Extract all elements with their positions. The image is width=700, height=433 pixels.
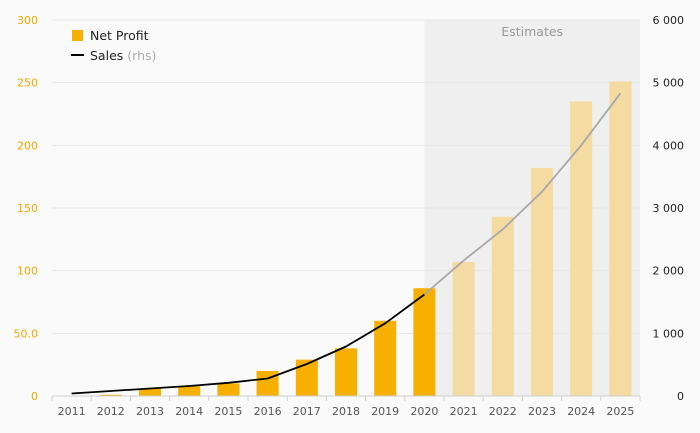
legend-swatch-net-profit [72, 30, 83, 41]
bar-2012 [99, 394, 122, 396]
x-tick-label-2019: 2019 [371, 405, 399, 418]
left-tick-label-0: 0 [31, 390, 38, 403]
right-tick-label-6000: 6 000 [653, 14, 685, 27]
x-tick-label-2017: 2017 [293, 405, 321, 418]
right-tick-label-0: 0 [677, 390, 684, 403]
bar-2015 [217, 383, 240, 396]
sales-line [71, 92, 622, 395]
left-tick-label-50: 50.0 [14, 327, 39, 340]
x-tick-label-2021: 2021 [450, 405, 478, 418]
x-tick-label-2018: 2018 [332, 405, 360, 418]
bars [60, 81, 632, 396]
bar-2013 [139, 388, 161, 396]
legend-label-sales-name: Sales [90, 48, 123, 63]
legend-label-sales: Sales (rhs) [90, 48, 156, 63]
bar-2023 [531, 167, 553, 396]
x-tick-label-2022: 2022 [489, 405, 517, 418]
sales-line-actual [71, 293, 425, 395]
bar-2017 [295, 359, 318, 396]
x-tick-label-2011: 2011 [58, 405, 86, 418]
x-tick-label-2013: 2013 [136, 405, 164, 418]
right-tick-label-5000: 5 000 [653, 77, 685, 90]
legend-label-sales-suffix: (rhs) [127, 48, 156, 63]
x-tick-label-2015: 2015 [214, 405, 242, 418]
bar-2014 [178, 385, 201, 396]
left-tick-label-300: 300 [17, 14, 38, 27]
x-tick-label-2020: 2020 [410, 405, 438, 418]
left-tick-label-200: 200 [17, 139, 38, 152]
right-tick-label-1000: 1 000 [653, 327, 685, 340]
bar-2024 [570, 101, 593, 396]
bar-2018 [335, 348, 357, 396]
left-tick-label-150: 150 [17, 202, 38, 215]
x-tick-label-2014: 2014 [175, 405, 203, 418]
right-tick-label-4000: 4 000 [653, 139, 685, 152]
legend: Net Profit Sales (rhs) [71, 28, 156, 63]
x-tick-label-2023: 2023 [528, 405, 556, 418]
bar-2022 [491, 216, 514, 396]
left-tick-label-100: 100 [17, 265, 38, 278]
right-tick-label-2000: 2 000 [653, 265, 685, 278]
x-tick-label-2012: 2012 [97, 405, 125, 418]
right-tick-label-3000: 3 000 [653, 202, 685, 215]
x-tick-label-2016: 2016 [254, 405, 282, 418]
x-tick-label-2024: 2024 [567, 405, 595, 418]
x-tick-label-2025: 2025 [606, 405, 634, 418]
bar-2025 [609, 81, 632, 396]
axes: 2011 2012 2013 2014 2015 2016 2017 2018 2019 2020… [14, 14, 685, 418]
bar-2021 [452, 261, 475, 396]
bar-2019 [374, 320, 397, 396]
bar-2020 [413, 288, 436, 396]
estimates-label: Estimates [501, 24, 563, 39]
left-tick-label-250: 250 [17, 77, 38, 90]
sales-line-estimate [423, 92, 622, 296]
legend-label-net-profit: Net Profit [90, 28, 149, 43]
